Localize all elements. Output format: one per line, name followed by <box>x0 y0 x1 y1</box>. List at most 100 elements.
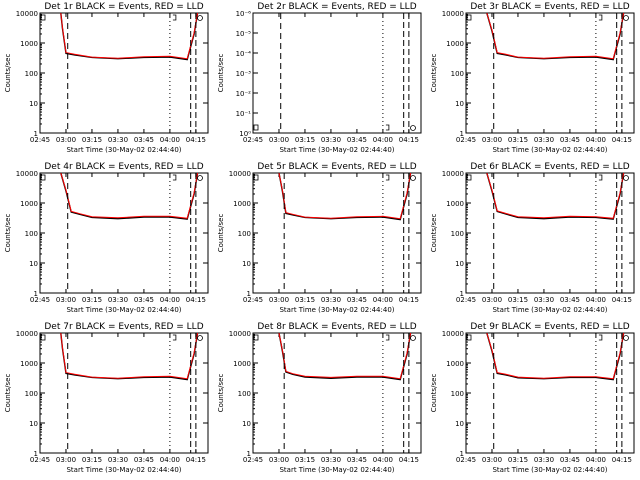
x-tick-label: 04:00 <box>586 136 606 144</box>
segment-marker <box>623 335 629 341</box>
x-tick-label: 04:15 <box>399 136 419 144</box>
y-axis-label: Counts/sec <box>430 214 438 253</box>
segment-marker <box>598 334 603 341</box>
x-tick-label: 04:00 <box>160 136 180 144</box>
chart-title: Det 1r BLACK = Events, RED = LLD <box>44 2 203 12</box>
x-tick-label: 04:15 <box>399 296 419 304</box>
series-line-lld <box>278 332 412 380</box>
y-tick-label: 10⁻² <box>236 90 252 98</box>
x-tick-label: 04:00 <box>373 456 393 464</box>
detector-panel-5: Det 5r BLACK = Events, RED = LLD 02:45 03:… <box>213 160 426 320</box>
series-line-lld <box>486 12 625 60</box>
x-axis-label: Start Time (30-May-02 02:44:40) <box>492 146 607 154</box>
detector-panel-9: Det 9r BLACK = Events, RED = LLD 02:45 03:… <box>426 320 639 480</box>
x-tick-label: 03:15 <box>508 136 528 144</box>
x-tick-label: 02:45 <box>30 456 50 464</box>
y-axis-label: Counts/sec <box>4 214 12 253</box>
chart-title: Det 5r BLACK = Events, RED = LLD <box>257 162 416 172</box>
segment-marker <box>253 124 259 131</box>
series-line-events <box>486 172 625 220</box>
x-tick-label: 03:45 <box>347 136 367 144</box>
y-tick-label: 10000 <box>442 330 464 338</box>
y-axis-label: Counts/sec <box>217 54 225 93</box>
y-tick-label: 1000 <box>233 360 251 368</box>
y-tick-label: 100 <box>25 230 38 238</box>
series-line-lld <box>60 332 199 380</box>
y-axis-label: Counts/sec <box>217 374 225 413</box>
y-tick-label: 1 <box>34 290 38 298</box>
plot-frame <box>39 332 209 454</box>
segment-marker <box>385 174 390 181</box>
x-tick-label: 03:45 <box>134 136 154 144</box>
plot-frame <box>465 172 635 294</box>
x-tick-label: 03:30 <box>321 136 341 144</box>
series-line-lld <box>486 172 625 219</box>
series-line-lld <box>486 332 625 380</box>
series-line-events <box>278 172 412 221</box>
detector-panel-3: Det 3r BLACK = Events, RED = LLD 02:45 03:… <box>426 0 639 160</box>
x-axis-label: Start Time (30-May-02 02:44:40) <box>492 466 607 474</box>
detector-panel-7: Det 7r BLACK = Events, RED = LLD 02:45 03:… <box>0 320 213 480</box>
segment-marker <box>197 175 203 181</box>
chart-title: Det 4r BLACK = Events, RED = LLD <box>44 162 203 172</box>
series-line-lld <box>60 172 199 219</box>
x-tick-label: 04:00 <box>160 456 180 464</box>
x-tick-label: 04:00 <box>373 296 393 304</box>
y-tick-label: 1 <box>34 130 38 138</box>
x-tick-label: 03:00 <box>269 456 289 464</box>
series-line-events <box>60 12 199 61</box>
x-tick-label: 02:45 <box>243 456 263 464</box>
x-tick-label: 03:45 <box>134 456 154 464</box>
y-tick-label: 10000 <box>442 170 464 178</box>
y-tick-label: 10 <box>455 260 464 268</box>
segment-marker <box>253 174 259 181</box>
x-tick-label: 03:15 <box>295 136 315 144</box>
y-tick-label: 10 <box>455 100 464 108</box>
x-tick-label: 03:45 <box>347 456 367 464</box>
y-tick-label: 100 <box>451 70 464 78</box>
series-line-lld <box>60 12 199 60</box>
series-line-events <box>486 332 625 381</box>
y-tick-label: 100 <box>238 230 251 238</box>
y-tick-label: 100 <box>451 390 464 398</box>
series-line-events <box>486 12 625 61</box>
y-tick-label: 10 <box>29 420 38 428</box>
x-axis-label: Start Time (30-May-02 02:44:40) <box>66 306 181 314</box>
x-tick-label: 04:15 <box>186 296 206 304</box>
x-tick-label: 03:15 <box>508 456 528 464</box>
chart-title: Det 9r BLACK = Events, RED = LLD <box>470 322 629 332</box>
x-axis-label: Start Time (30-May-02 02:44:40) <box>279 146 394 154</box>
y-tick-label: 10000 <box>16 330 38 338</box>
plot-frame <box>252 332 422 454</box>
segment-marker <box>466 174 472 181</box>
x-tick-label: 03:00 <box>56 296 76 304</box>
x-axis-label: Start Time (30-May-02 02:44:40) <box>66 466 181 474</box>
chart-title: Det 7r BLACK = Events, RED = LLD <box>44 322 203 332</box>
segment-marker <box>40 334 46 341</box>
y-tick-label: 10 <box>29 260 38 268</box>
segment-marker <box>40 174 46 181</box>
y-tick-label: 1000 <box>446 200 464 208</box>
x-tick-label: 03:15 <box>295 456 315 464</box>
plot-frame <box>252 12 422 134</box>
segment-marker <box>253 334 259 341</box>
y-axis-label: Counts/sec <box>430 54 438 93</box>
x-tick-label: 04:15 <box>186 136 206 144</box>
segment-marker <box>410 175 416 181</box>
x-tick-label: 04:00 <box>160 296 180 304</box>
series-line-events <box>278 332 412 381</box>
x-tick-label: 02:45 <box>456 456 476 464</box>
y-tick-label: 1000 <box>233 200 251 208</box>
y-tick-label: 100 <box>25 390 38 398</box>
chart-svg: Det 3r BLACK = Events, RED = LLD 02:45 03:… <box>430 2 635 154</box>
x-tick-label: 03:00 <box>56 136 76 144</box>
x-tick-label: 03:45 <box>560 296 580 304</box>
segment-marker <box>385 334 390 341</box>
segment-marker <box>197 335 203 341</box>
chart-title: Det 6r BLACK = Events, RED = LLD <box>470 162 629 172</box>
x-tick-label: 03:30 <box>108 296 128 304</box>
y-axis-label: Counts/sec <box>430 374 438 413</box>
y-tick-label: 1 <box>460 130 464 138</box>
chart-title: Det 2r BLACK = Events, RED = LLD <box>257 2 416 12</box>
series-line-lld <box>278 172 412 220</box>
